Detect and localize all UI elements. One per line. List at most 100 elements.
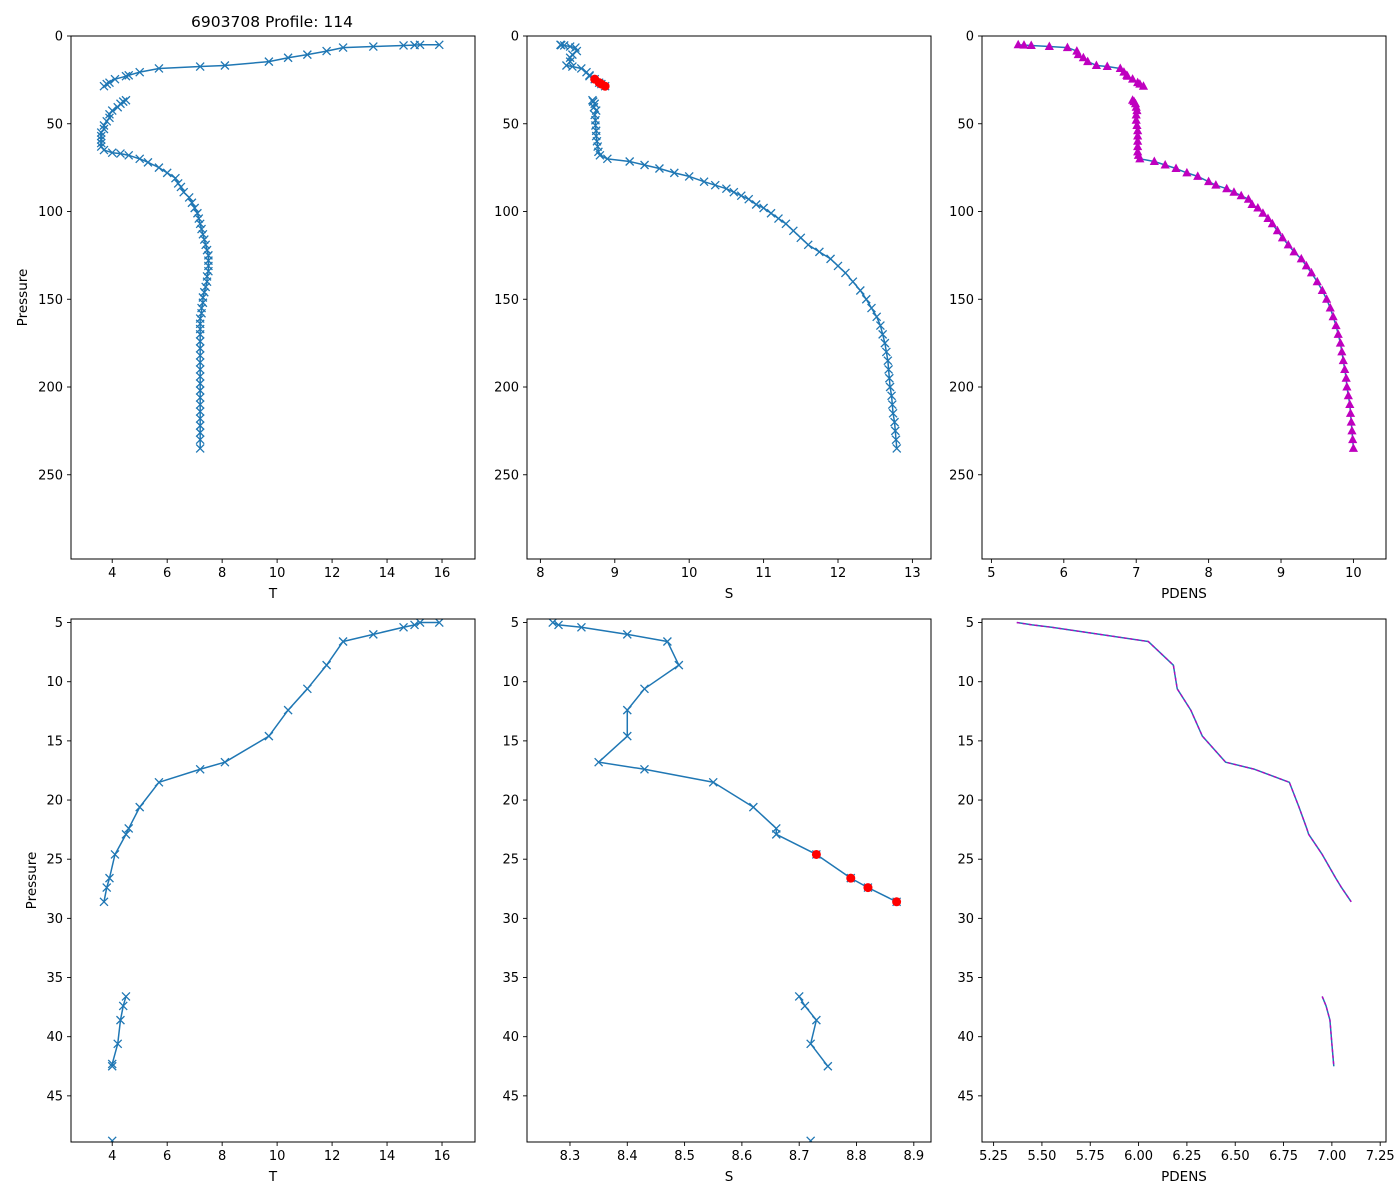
data-point — [640, 764, 649, 774]
plot-area — [1013, 39, 1359, 452]
data-point — [794, 991, 804, 1001]
data-point — [195, 62, 205, 71]
data-point — [399, 41, 409, 50]
plot-area — [556, 40, 902, 453]
x-tick-label: 8 — [218, 1149, 226, 1164]
data-point — [102, 883, 112, 893]
y-tick-label: 40 — [46, 1030, 63, 1045]
data-point — [195, 364, 205, 374]
data-point — [121, 829, 131, 839]
data-point — [434, 619, 444, 628]
y-tick-label: 200 — [949, 381, 974, 396]
data-point — [1346, 417, 1356, 426]
y-tick-label: 50 — [502, 117, 519, 132]
y-tick-label: 5 — [55, 616, 63, 631]
y-tick-label: 30 — [46, 912, 63, 927]
data-point — [105, 873, 114, 883]
data-point — [121, 95, 131, 105]
data-point — [195, 435, 205, 445]
data-point — [1338, 355, 1348, 365]
data-point — [1283, 239, 1293, 249]
y-tick-label: 25 — [46, 853, 63, 868]
data-point — [1083, 56, 1093, 66]
data-point — [594, 757, 604, 767]
x-tick-label: 8 — [218, 566, 226, 581]
data-point — [203, 266, 213, 276]
data-point — [771, 829, 781, 839]
data-point — [1222, 183, 1232, 193]
data-point — [880, 338, 890, 348]
data-point — [1133, 125, 1143, 135]
y-tick-label: 10 — [46, 675, 63, 690]
x-tick-label: 10 — [269, 1149, 286, 1164]
data-point — [1102, 61, 1112, 71]
data-point — [1289, 246, 1299, 256]
data-point — [1044, 41, 1054, 51]
data-point — [199, 287, 209, 297]
data-point — [154, 64, 164, 73]
x-tick-label: 6.25 — [1172, 1149, 1201, 1164]
x-axis-label: PDENS — [1161, 586, 1207, 602]
data-point — [107, 106, 117, 116]
data-point — [1335, 338, 1345, 347]
y-tick-label: 15 — [957, 734, 974, 749]
x-tick-label: 6.50 — [1221, 1149, 1250, 1164]
y-tick-label: 30 — [957, 912, 974, 927]
data-point — [1243, 194, 1254, 203]
x-tick-label: 5 — [987, 566, 995, 581]
data-point — [590, 99, 600, 109]
data-point — [184, 193, 194, 202]
x-tick-label: 13 — [904, 566, 921, 581]
x-tick-label: 8.7 — [789, 1149, 810, 1164]
data-point — [1258, 208, 1268, 217]
data-point — [118, 1001, 128, 1011]
data-point — [840, 268, 850, 278]
y-tick-label: 30 — [502, 912, 519, 927]
data-point — [338, 43, 348, 53]
data-point — [116, 149, 125, 159]
data-point — [884, 373, 894, 383]
x-axis-label: S — [725, 586, 734, 602]
data-point — [399, 622, 409, 632]
data-point — [434, 40, 444, 50]
data-point — [602, 154, 612, 164]
data-point — [1091, 60, 1101, 69]
x-tick-label: 6.00 — [1124, 1149, 1153, 1164]
data-point — [800, 1001, 810, 1011]
data-point — [102, 116, 112, 126]
data-point — [1133, 131, 1143, 140]
data-point — [684, 171, 694, 181]
axes-frame — [70, 35, 476, 560]
data-point — [124, 150, 134, 160]
data-point — [748, 802, 758, 812]
data-point — [1229, 187, 1239, 196]
x-tick-label: 6.75 — [1269, 1149, 1298, 1164]
data-point — [788, 226, 798, 236]
data-point — [1317, 285, 1327, 294]
data-point — [1132, 105, 1142, 115]
data-point — [264, 57, 274, 67]
data-point — [201, 282, 211, 292]
x-axis-label: T — [268, 1169, 278, 1185]
x-tick-label: 8.9 — [903, 1149, 924, 1164]
data-point — [195, 393, 205, 402]
data-point — [110, 850, 120, 859]
data-point — [669, 168, 679, 178]
y-tick-label: 5 — [966, 616, 974, 631]
panel-s_full: 8 9 10 11 12 13 0 50 100 150 200 250 S — [494, 30, 932, 602]
data-point — [872, 312, 882, 322]
data-point — [875, 321, 885, 331]
panel-pdens_zoom: 5.25 5.50 5.75 6.00 6.25 6.50 6.75 7.00 7.25 5 10 1… — [957, 616, 1394, 1185]
data-point — [124, 70, 134, 80]
data-point — [195, 372, 205, 381]
data-point — [1171, 163, 1181, 173]
data-point — [110, 74, 120, 84]
data-point — [1062, 42, 1073, 52]
figure-title: 6903708 Profile: 114 — [191, 13, 353, 31]
data-point — [220, 757, 230, 767]
axes-frame — [981, 35, 1387, 560]
data-point — [322, 46, 332, 56]
data-point — [881, 347, 891, 357]
data-point — [1343, 390, 1353, 400]
